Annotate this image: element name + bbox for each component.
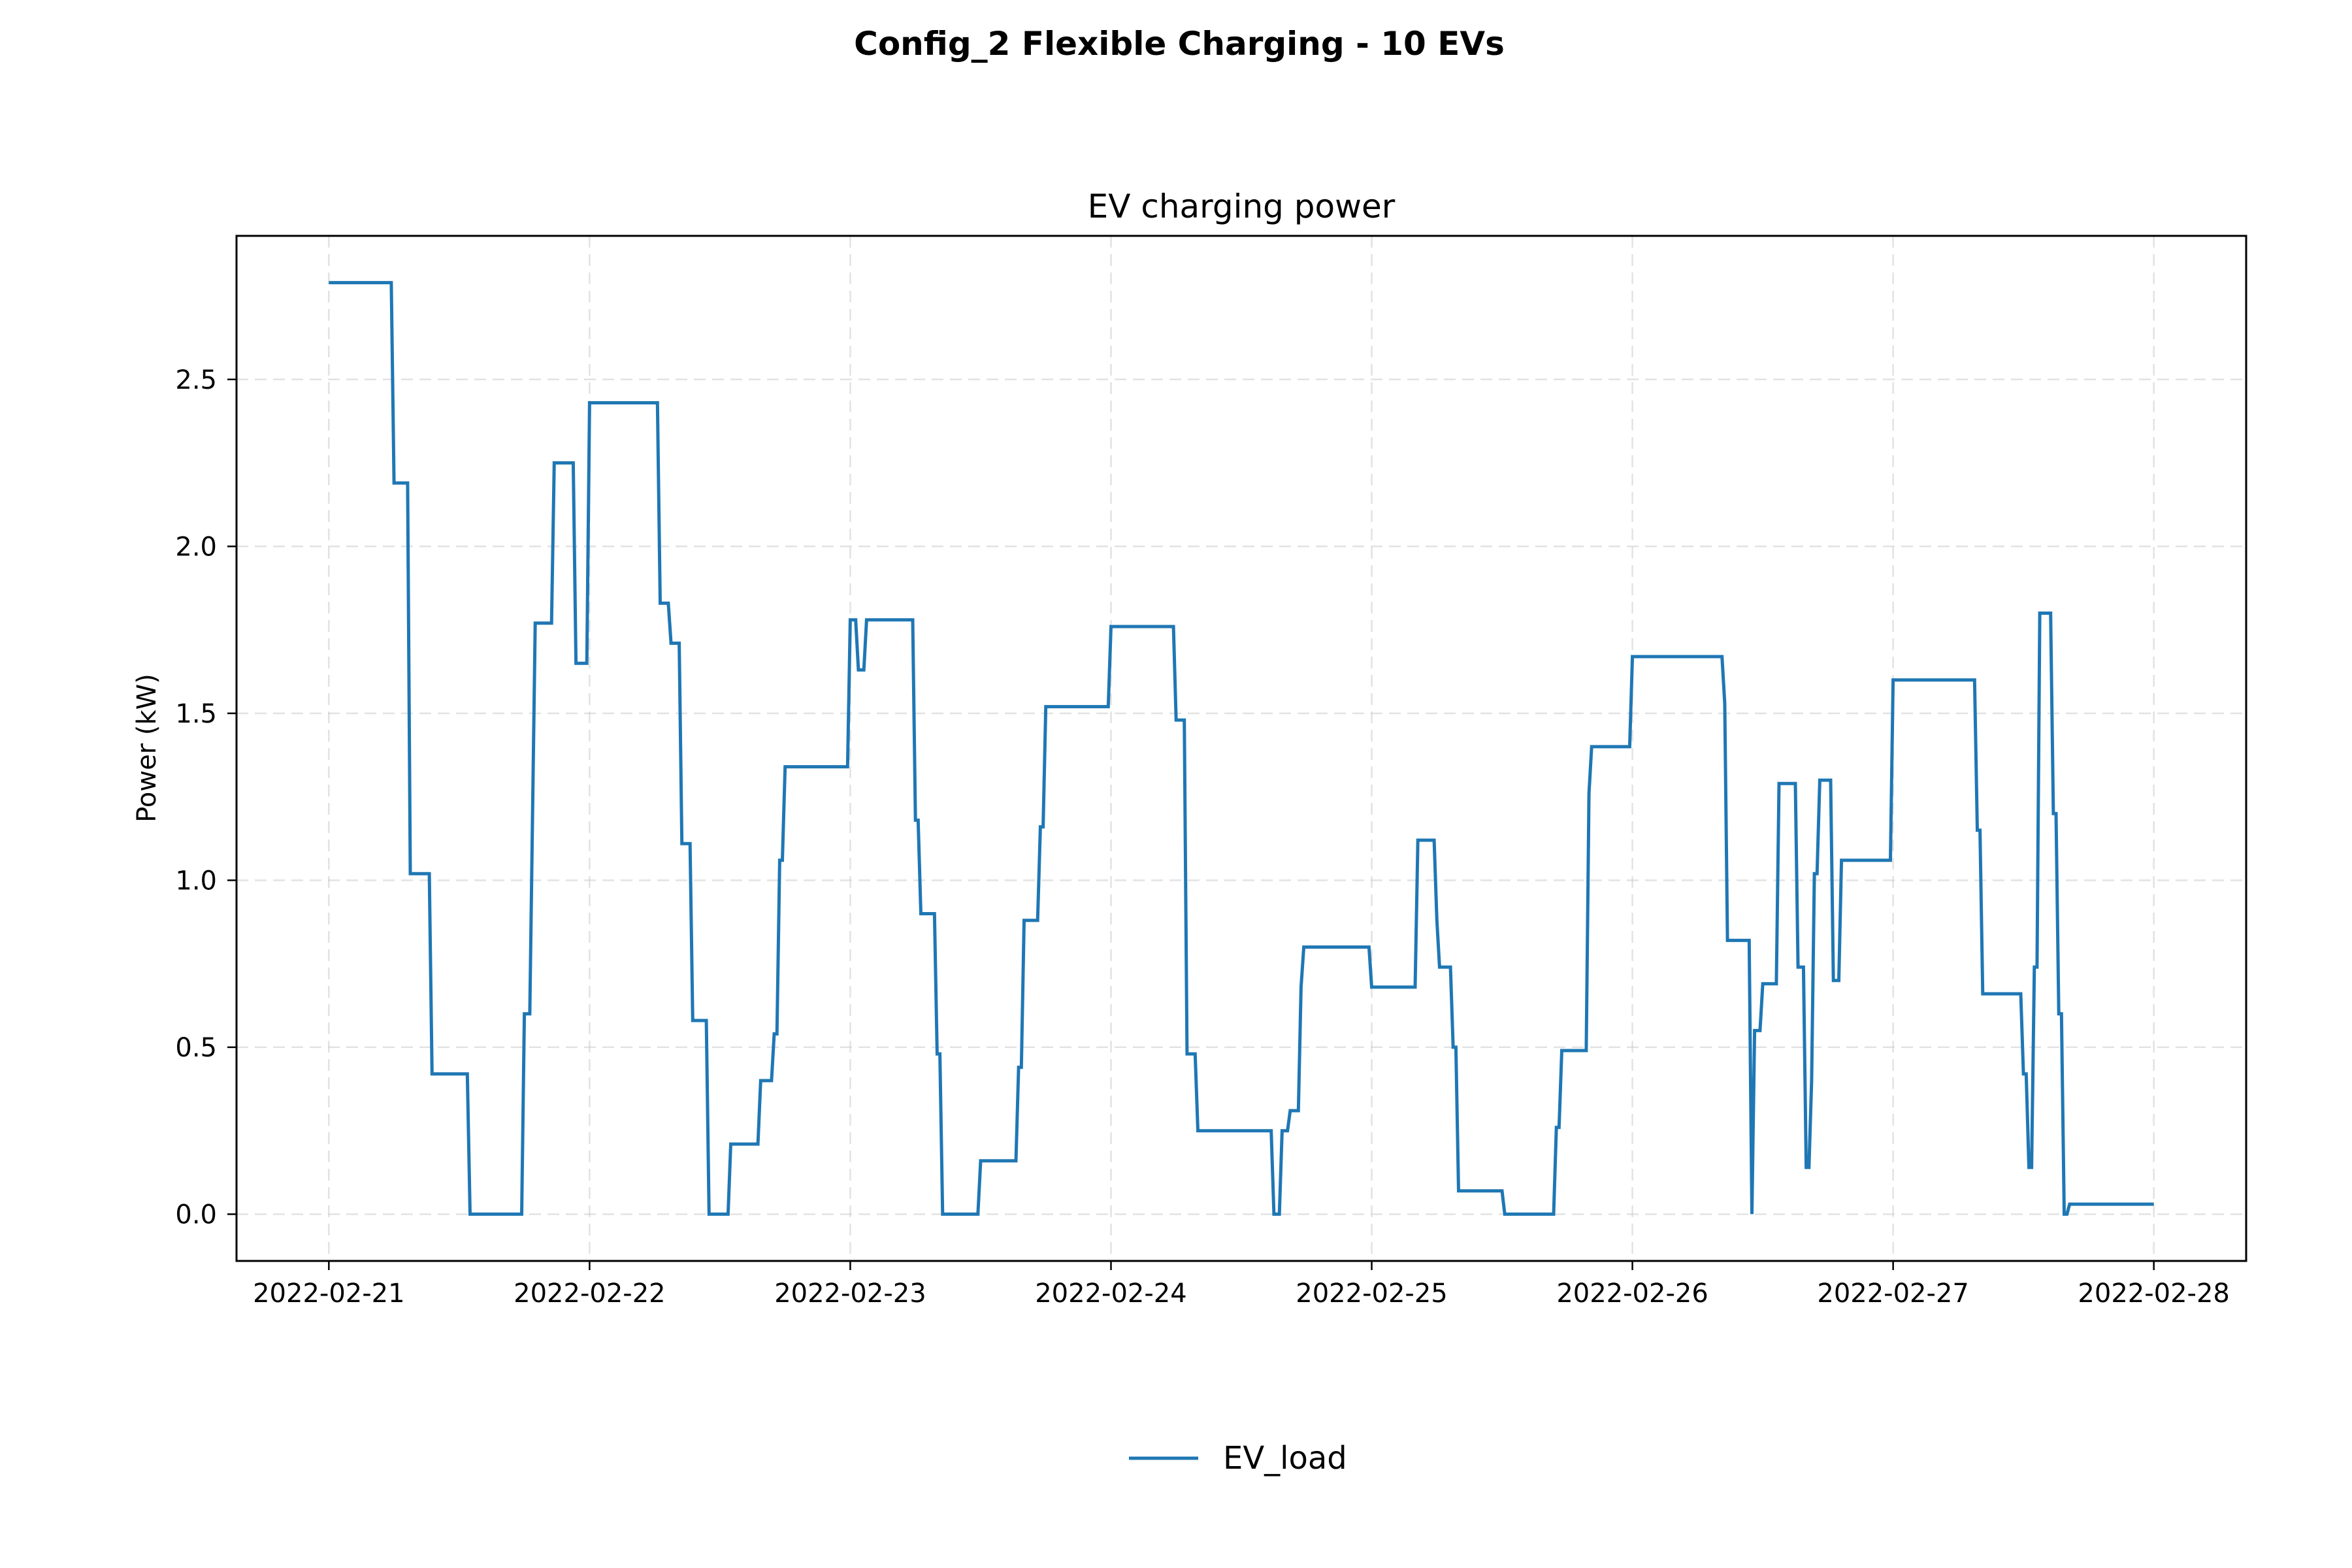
plot-frame — [235, 235, 2247, 1262]
x-tick-label: 2022-02-23 — [774, 1279, 926, 1309]
series-line-ev-load — [329, 281, 2154, 1216]
plot-background — [237, 236, 2246, 1261]
y-tick-label: 2.5 — [175, 365, 217, 395]
y-tick-label: 1.5 — [175, 699, 217, 729]
x-tick-label: 2022-02-22 — [514, 1279, 665, 1309]
figure-suptitle: Config_2 Flexible Charging - 10 EVs — [854, 25, 1505, 63]
y-grid — [237, 378, 2246, 1215]
x-tick-label: 2022-02-25 — [1296, 1279, 1447, 1309]
x-axis-ticks: 2022-02-21 2022-02-22 2022-02-23 2022-02-24… — [253, 1261, 2230, 1309]
x-tick-label: 2022-02-27 — [1817, 1279, 1968, 1309]
y-tick-label: 2.0 — [175, 532, 217, 562]
legend-label-ev-load: EV_load — [1223, 1440, 1347, 1477]
y-axis-ticks: 0.0 0.5 1.0 1.5 2.0 2.5 — [175, 365, 237, 1230]
y-tick-label: 0.5 — [175, 1033, 217, 1063]
y-axis-label: Power (kW) — [132, 674, 162, 823]
x-tick-label: 2022-02-21 — [253, 1279, 404, 1309]
chart-title: EV charging power — [1088, 188, 1396, 225]
x-tick-label: 2022-02-28 — [2078, 1279, 2229, 1309]
x-tick-label: 2022-02-26 — [1556, 1279, 1708, 1309]
y-tick-label: 0.0 — [175, 1200, 217, 1230]
plot-area — [235, 235, 2247, 1262]
legend: EV_load — [1129, 1440, 1347, 1477]
x-tick-label: 2022-02-24 — [1035, 1279, 1186, 1309]
y-tick-label: 1.0 — [175, 866, 217, 896]
